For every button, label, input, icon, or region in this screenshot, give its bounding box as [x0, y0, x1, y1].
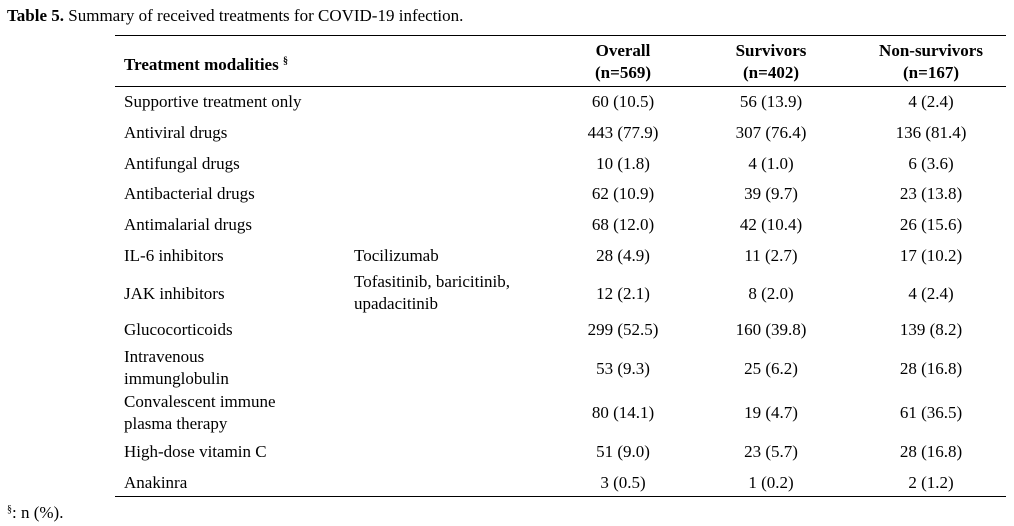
row-treatment: Intravenous immunglobulin	[124, 347, 229, 388]
row-overall: 443 (77.9)	[587, 123, 659, 142]
row-survivors: 23 (5.7)	[744, 442, 798, 461]
row-overall: 28 (4.9)	[596, 246, 650, 265]
header-section-mark: §	[282, 56, 288, 67]
row-survivors: 42 (10.4)	[739, 215, 803, 234]
row-survivors: 11 (2.7)	[744, 246, 798, 265]
row-overall: 51 (9.0)	[596, 442, 650, 461]
row-treatment: Antiviral drugs	[124, 123, 228, 142]
row-survivors: 4 (1.0)	[748, 154, 794, 173]
row-treatment: JAK inhibitors	[124, 284, 225, 303]
row-treatment: High-dose vitamin C	[124, 442, 267, 461]
row-nonsurvivors: 136 (81.4)	[895, 123, 967, 142]
footnote-text: : n (%).	[12, 503, 64, 522]
row-overall: 10 (1.8)	[596, 154, 650, 173]
row-overall: 80 (14.1)	[591, 403, 655, 422]
header-nonsurvivors-label: Non-survivors	[879, 41, 983, 60]
table-caption: Table 5. Summary of received treatments …	[7, 6, 463, 26]
header-survivors-label: Survivors	[735, 41, 807, 60]
row-treatment: Antifungal drugs	[124, 154, 240, 173]
row-nonsurvivors: 61 (36.5)	[899, 403, 963, 422]
header-overall-n: (n=569)	[595, 63, 651, 82]
row-treatment: Anakinra	[124, 473, 188, 492]
row-detail: Tofasitinib, baricitinib, upadacitinib	[354, 272, 511, 313]
table-footnote: §: n (%).	[7, 500, 63, 523]
table-bottom-rule	[115, 496, 1006, 497]
row-survivors: 8 (2.0)	[748, 284, 794, 303]
row-treatment: Convalescent immune plasma therapy	[124, 392, 276, 433]
row-survivors: 25 (6.2)	[744, 359, 798, 378]
row-survivors: 307 (76.4)	[735, 123, 807, 142]
row-nonsurvivors: 23 (13.8)	[899, 184, 963, 203]
row-nonsurvivors: 28 (16.8)	[899, 359, 963, 378]
header-survivors-n: (n=402)	[743, 63, 799, 82]
row-treatment: IL-6 inhibitors	[124, 246, 224, 265]
row-survivors: 1 (0.2)	[748, 473, 794, 492]
row-overall: 3 (0.5)	[600, 473, 646, 492]
header-overall-label: Overall	[595, 41, 651, 60]
table-header-rule	[115, 86, 1006, 87]
row-survivors: 56 (13.9)	[739, 92, 803, 111]
row-overall: 62 (10.9)	[591, 184, 655, 203]
header-nonsurvivors: Non-survivors (n=167)	[856, 40, 1006, 84]
header-treatment-label: Treatment modalities	[124, 55, 279, 74]
row-treatment: Glucocorticoids	[124, 320, 233, 339]
row-treatment: Antimalarial drugs	[124, 215, 252, 234]
table-label: Table 5.	[7, 6, 65, 25]
row-treatment: Supportive treatment only	[124, 92, 302, 111]
row-nonsurvivors: 6 (3.6)	[908, 154, 954, 173]
row-detail: Tocilizumab	[354, 246, 439, 265]
row-overall: 299 (52.5)	[587, 320, 659, 339]
row-overall: 68 (12.0)	[591, 215, 655, 234]
row-nonsurvivors: 4 (2.4)	[908, 284, 954, 303]
row-nonsurvivors: 17 (10.2)	[899, 246, 963, 265]
row-nonsurvivors: 139 (8.2)	[899, 320, 963, 339]
header-survivors: Survivors (n=402)	[696, 40, 846, 84]
row-nonsurvivors: 26 (15.6)	[899, 215, 963, 234]
row-survivors: 39 (9.7)	[744, 184, 798, 203]
header-overall: Overall (n=569)	[548, 40, 698, 84]
header-nonsurvivors-n: (n=167)	[903, 63, 959, 82]
row-survivors: 160 (39.8)	[735, 320, 807, 339]
row-nonsurvivors: 4 (2.4)	[908, 92, 954, 111]
row-survivors: 19 (4.7)	[744, 403, 798, 422]
table-top-rule	[115, 35, 1006, 36]
row-overall: 53 (9.3)	[596, 359, 650, 378]
row-nonsurvivors: 2 (1.2)	[908, 473, 954, 492]
header-treatment-modalities: Treatment modalities §	[124, 51, 288, 76]
row-overall: 60 (10.5)	[591, 92, 655, 111]
row-nonsurvivors: 28 (16.8)	[899, 442, 963, 461]
row-overall: 12 (2.1)	[596, 284, 650, 303]
row-treatment: Antibacterial drugs	[124, 184, 255, 203]
footnote-mark: §	[7, 504, 12, 515]
table-title: Summary of received treatments for COVID…	[68, 6, 464, 25]
